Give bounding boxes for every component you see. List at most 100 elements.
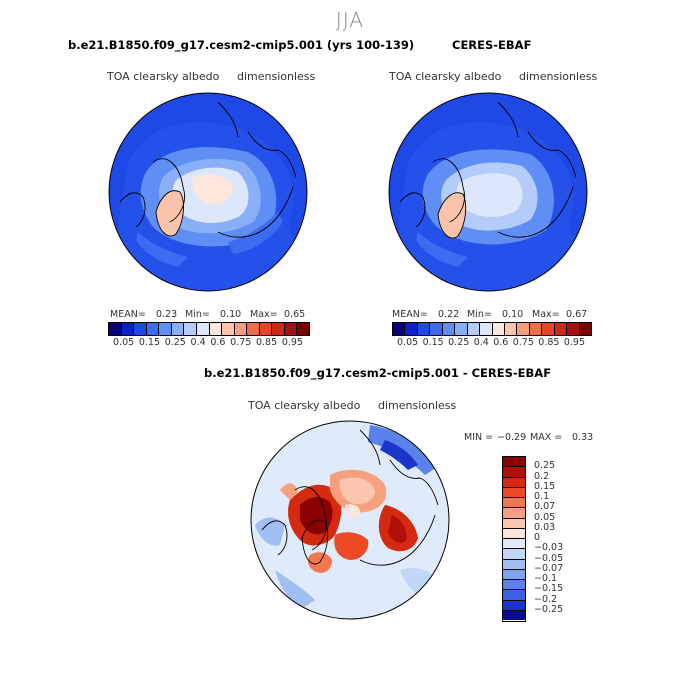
diff-colorbar-segment: [503, 457, 525, 468]
colorbar-segment: [234, 323, 248, 335]
colorbar-segment: [554, 323, 568, 335]
colorbar-segment: [442, 323, 456, 335]
polar-map-model: [108, 92, 308, 292]
colorbar-segment: [297, 323, 309, 335]
colorbar-segment: [579, 323, 591, 335]
diff-colorbar-segment: [503, 498, 525, 509]
min-value-obs: 0.10: [502, 309, 524, 320]
diff-colorbar-tick-label: 0.15: [534, 480, 556, 492]
colorbar-segment: [430, 323, 443, 335]
min-value-model: 0.10: [220, 309, 242, 320]
max-value-model: 0.65: [284, 309, 306, 320]
max-label-obs: Max=: [532, 309, 560, 320]
colorbar-tick-label: 0.85: [538, 337, 560, 348]
diff-min-label: MIN =: [464, 432, 494, 443]
diff-colorbar-tick-label: −0.25: [534, 603, 564, 615]
colorbar-segment: [134, 323, 147, 335]
diff-colorbar-segment: [503, 539, 525, 550]
max-label-model: Max=: [250, 309, 278, 320]
colorbar-segment: [504, 323, 518, 335]
diff-colorbar-segment: [503, 549, 525, 560]
colorbar-segment: [542, 323, 555, 335]
diff-colorbar-segment: [503, 569, 525, 580]
colorbar-segment: [259, 323, 273, 335]
colorbar-segment: [480, 323, 493, 335]
panel-units-model: dimensionless: [237, 70, 316, 83]
colorbar-segment: [121, 323, 135, 335]
diff-colorbar-segment: [503, 508, 525, 519]
colorbar-tick-label: 0.6: [210, 337, 226, 348]
colorbar-tick-label: 0.75: [512, 337, 534, 348]
panel-variable-model: TOA clearsky albedo: [107, 70, 220, 83]
season-title: JJA: [335, 8, 365, 32]
polar-map-obs: [388, 92, 588, 292]
diff-colorbar-tick-label: 0.05: [534, 511, 556, 523]
diff-colorbar-tick-label: −0.03: [534, 542, 564, 554]
colorbar-segment: [393, 323, 406, 335]
diff-colorbar-segment: [503, 600, 525, 611]
diff-colorbar-tick-label: −0.05: [534, 552, 564, 564]
panel-title-model: b.e21.B1850.f09_g17.cesm2-cmip5.001 (yrs…: [68, 38, 415, 52]
colorbar-model: [108, 322, 310, 336]
diff-max-label: MAX =: [530, 432, 563, 443]
colorbar-segment: [284, 323, 298, 335]
colorbar-segment: [455, 323, 468, 335]
diff-colorbar-segment: [503, 528, 525, 539]
colorbar-segment: [529, 323, 543, 335]
panel-units-obs: dimensionless: [519, 70, 598, 83]
colorbar-segment: [467, 323, 481, 335]
colorbar-tick-label: 0.05: [113, 337, 135, 348]
colorbar-segment: [517, 323, 530, 335]
diff-colorbar-tick-label: −0.2: [534, 593, 558, 605]
diff-colorbar-tick-label: −0.1: [534, 573, 558, 584]
diff-units: dimensionless: [378, 399, 457, 412]
panel-title-obs: CERES-EBAF: [452, 38, 532, 52]
colorbar-segment: [184, 323, 197, 335]
colorbar-tick-label: 0.75: [230, 337, 252, 348]
diff-colorbar-segment: [503, 477, 525, 488]
diff-min-value: −0.29: [497, 432, 527, 443]
diff-colorbar-segment: [503, 580, 525, 591]
panel-variable-obs: TOA clearsky albedo: [389, 70, 502, 83]
colorbar-segment: [159, 323, 172, 335]
colorbar-tick-label: 0.6: [493, 337, 509, 348]
mean-value-model: 0.23: [156, 309, 178, 320]
diff-panel-title: b.e21.B1850.f09_g17.cesm2-cmip5.001 - CE…: [204, 366, 552, 380]
diff-colorbar: [502, 456, 526, 622]
mean-value-obs: 0.22: [438, 309, 460, 320]
diff-colorbar-segment: [503, 559, 525, 570]
colorbar-tick-label: 0.85: [255, 337, 278, 348]
colorbar-tick-label: 0.4: [190, 337, 206, 348]
diff-max-value: 0.33: [572, 432, 594, 443]
colorbar-segment: [171, 323, 185, 335]
diff-colorbar-segment: [503, 487, 525, 498]
colorbar-tick-label: 0.25: [448, 337, 470, 348]
colorbar-tick-label: 0.05: [397, 337, 419, 348]
colorbar-tick-label: 0.15: [422, 337, 444, 348]
colorbar-segment: [567, 323, 580, 335]
mean-label-model: MEAN=: [110, 309, 146, 320]
colorbar-ticks-obs: 0.05 0.15 0.25 0.4 0.6 0.75 0.85 0.95: [397, 337, 585, 348]
diff-variable: TOA clearsky albedo: [248, 399, 361, 412]
diff-colorbar-segment: [503, 590, 525, 601]
colorbar-ticks-model: 0.05 0.15 0.25 0.4 0.6 0.75 0.85 0.95: [113, 337, 303, 348]
diff-colorbar-ticks: 0.25 0.2 0.15 0.1 0.07 0.05 0.03 0 −0.03 −0.05 −0.…: [534, 456, 594, 620]
diff-colorbar-tick-label: 0.25: [534, 460, 556, 472]
diff-colorbar-tick-label: −0.07: [534, 562, 564, 574]
colorbar-segment: [109, 323, 122, 335]
diff-colorbar-tick-label: 0: [534, 532, 541, 543]
min-label-obs: Min=: [467, 309, 492, 320]
colorbar-segment: [272, 323, 285, 335]
colorbar-tick-label: 0.15: [138, 337, 160, 348]
diff-colorbar-segment: [503, 467, 525, 478]
colorbar-segment: [247, 323, 260, 335]
diff-colorbar-tick-label: −0.15: [534, 583, 564, 595]
colorbar-obs: [392, 322, 592, 336]
min-label-model: Min=: [185, 309, 210, 320]
colorbar-segment: [196, 323, 210, 335]
colorbar-segment: [146, 323, 160, 335]
colorbar-segment: [417, 323, 431, 335]
diff-colorbar-tick-label: 0.2: [534, 470, 550, 482]
colorbar-tick-label: 0.95: [563, 337, 585, 348]
colorbar-segment: [492, 323, 505, 335]
